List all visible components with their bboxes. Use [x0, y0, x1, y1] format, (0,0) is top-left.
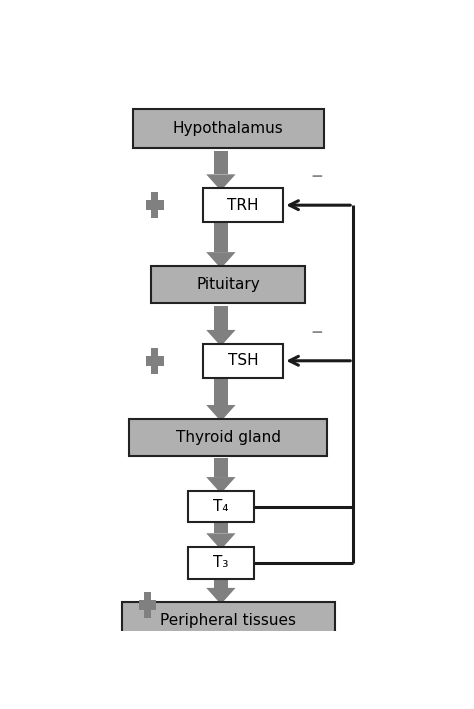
- Text: −: −: [310, 169, 323, 184]
- FancyBboxPatch shape: [133, 109, 324, 148]
- Text: −: −: [310, 325, 323, 340]
- Text: TSH: TSH: [228, 353, 258, 368]
- Text: Peripheral tissues: Peripheral tissues: [160, 613, 296, 627]
- Polygon shape: [214, 459, 228, 477]
- Text: Pituitary: Pituitary: [196, 277, 260, 292]
- Polygon shape: [214, 220, 228, 252]
- FancyBboxPatch shape: [202, 188, 283, 223]
- Polygon shape: [214, 306, 228, 330]
- FancyBboxPatch shape: [151, 266, 305, 303]
- Polygon shape: [144, 592, 151, 618]
- Polygon shape: [151, 192, 158, 218]
- FancyBboxPatch shape: [188, 491, 254, 523]
- Polygon shape: [138, 600, 156, 610]
- Polygon shape: [206, 588, 236, 604]
- FancyBboxPatch shape: [122, 601, 335, 639]
- FancyBboxPatch shape: [129, 418, 328, 456]
- FancyBboxPatch shape: [188, 547, 254, 579]
- Text: T₃: T₃: [213, 555, 228, 570]
- Polygon shape: [206, 405, 236, 421]
- Polygon shape: [214, 375, 228, 405]
- Text: TRH: TRH: [227, 198, 259, 213]
- Polygon shape: [206, 330, 236, 346]
- Text: Thyroid gland: Thyroid gland: [176, 430, 281, 445]
- Polygon shape: [214, 151, 228, 174]
- Polygon shape: [206, 533, 236, 549]
- Polygon shape: [214, 580, 228, 588]
- Polygon shape: [151, 347, 158, 374]
- Text: Hypothalamus: Hypothalamus: [173, 121, 283, 136]
- Polygon shape: [206, 174, 236, 191]
- Polygon shape: [206, 477, 236, 493]
- Polygon shape: [214, 523, 228, 533]
- FancyBboxPatch shape: [202, 344, 283, 378]
- Polygon shape: [146, 356, 164, 366]
- Text: T₄: T₄: [213, 499, 228, 514]
- Polygon shape: [146, 200, 164, 210]
- Polygon shape: [206, 252, 236, 269]
